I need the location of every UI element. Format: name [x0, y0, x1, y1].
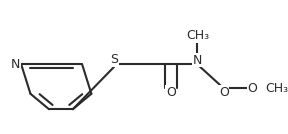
Text: O: O [247, 82, 257, 95]
Text: CH₃: CH₃ [265, 82, 288, 95]
Text: N: N [11, 58, 20, 71]
Text: S: S [110, 53, 118, 66]
Text: O: O [166, 86, 176, 99]
Text: N: N [193, 54, 202, 67]
Text: CH₃: CH₃ [186, 29, 209, 42]
Text: O: O [219, 86, 229, 99]
